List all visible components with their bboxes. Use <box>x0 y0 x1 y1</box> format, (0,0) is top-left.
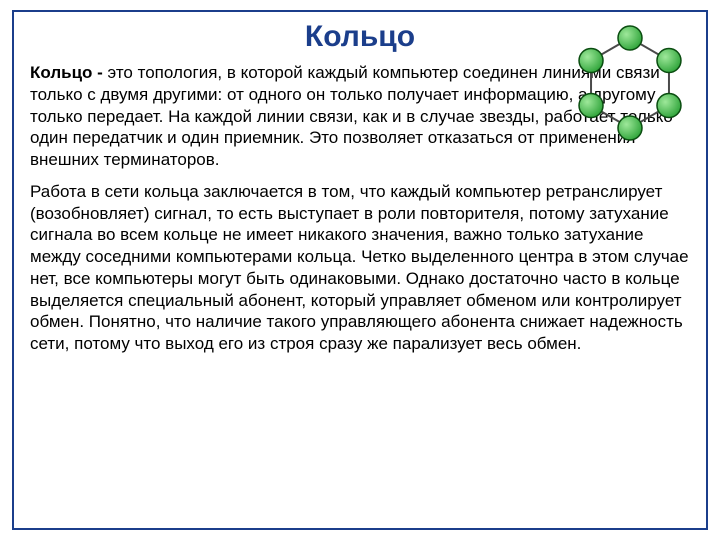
ring-node <box>579 94 603 118</box>
ring-edges <box>591 38 669 128</box>
content-frame: Кольцо Кольцо - это топология, в которой… <box>12 10 708 530</box>
ring-node <box>579 49 603 73</box>
ring-node <box>657 94 681 118</box>
ring-node <box>657 49 681 73</box>
ring-node <box>618 26 642 50</box>
ring-nodes <box>579 26 681 140</box>
ring-node <box>618 116 642 140</box>
paragraph-1-lead: Кольцо - <box>30 63 108 82</box>
slide-page: Кольцо Кольцо - это топология, в которой… <box>0 0 720 540</box>
ring-topology-diagram <box>560 18 700 148</box>
paragraph-2: Работа в сети кольца заключается в том, … <box>30 181 690 355</box>
